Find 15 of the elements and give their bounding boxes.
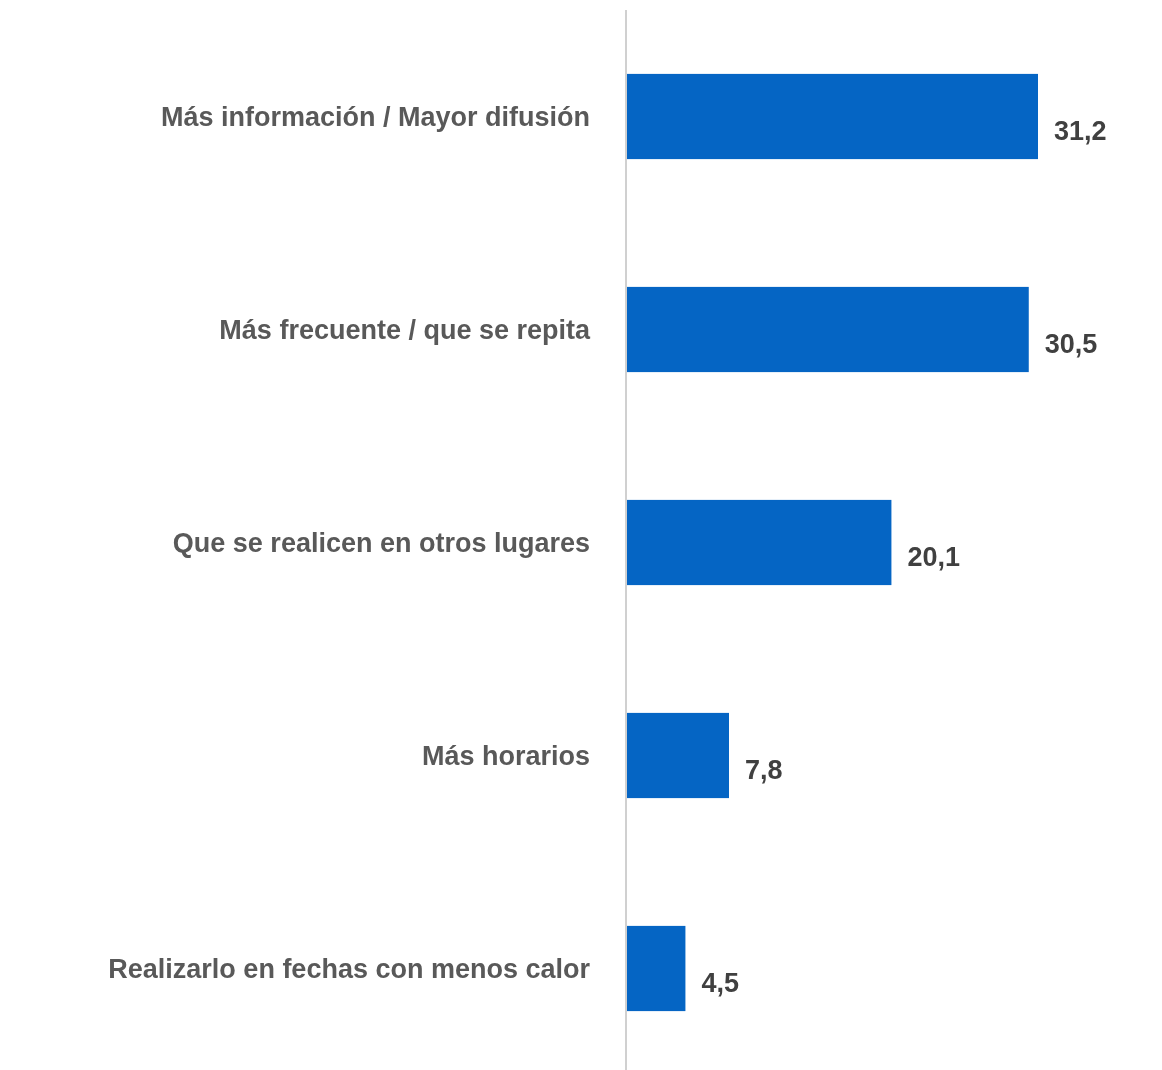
y-tick-label: Realizarlo en fechas con menos calor (108, 953, 591, 984)
data-label: 30,5 (1044, 328, 1098, 359)
y-tick-label: Más información / Mayor difusión (160, 101, 590, 132)
y-tick-label: Que se realicen en otros lugares (172, 527, 590, 558)
bar (626, 925, 686, 1012)
bar (626, 73, 1038, 160)
data-label: 20,1 (907, 541, 960, 572)
y-tick-label: Más frecuente / que se repita (219, 314, 591, 345)
data-label: 7,8 (745, 754, 783, 785)
data-label: 31,2 (1054, 115, 1107, 146)
bar (626, 712, 729, 799)
data-label: 4,5 (701, 967, 739, 998)
bar (626, 499, 892, 586)
bar (626, 286, 1029, 373)
y-tick-label: Más horarios (421, 740, 590, 771)
